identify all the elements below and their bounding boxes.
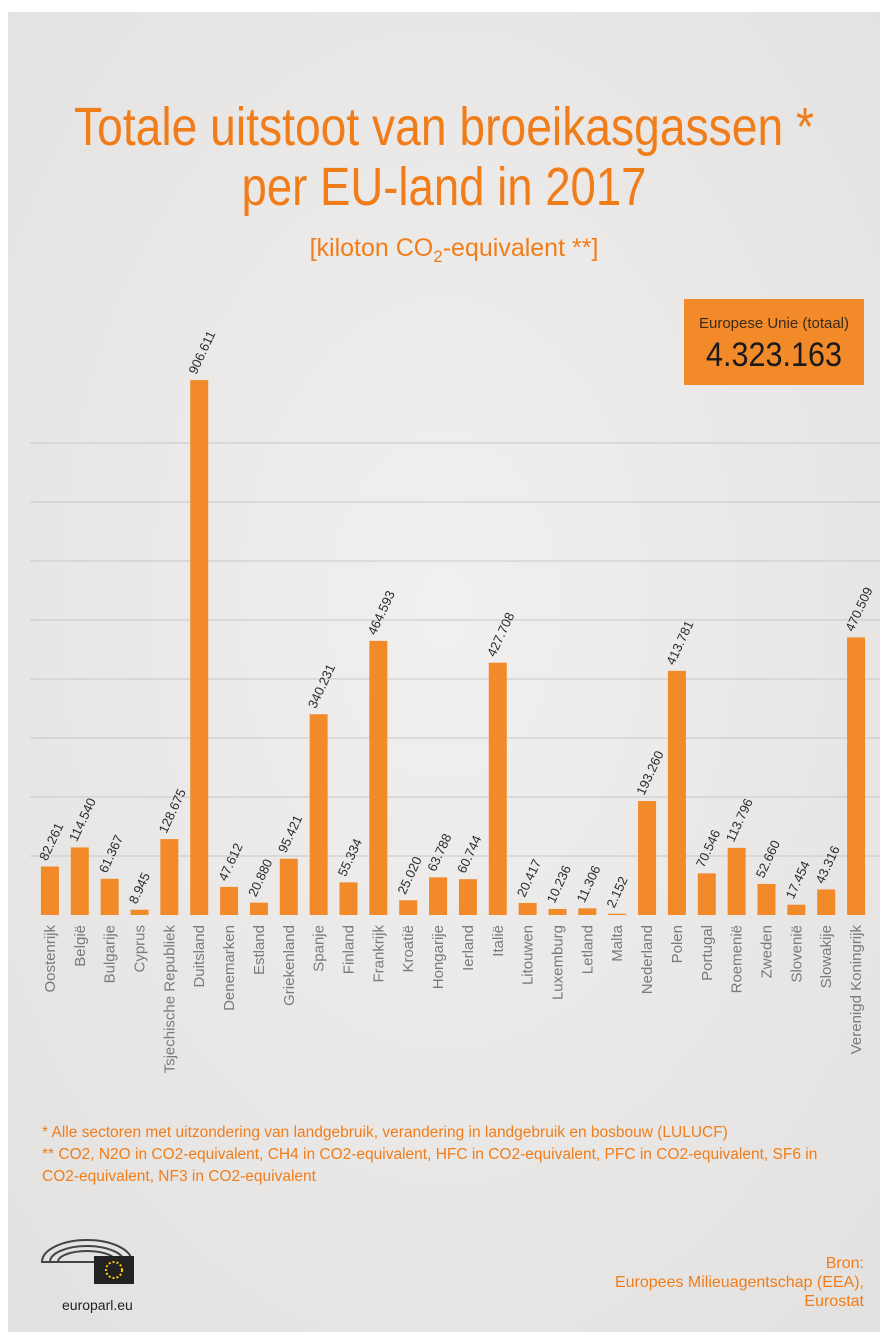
bar — [728, 848, 746, 915]
bar — [608, 914, 626, 915]
bar — [399, 900, 417, 915]
chart-title: Totale uitstoot van broeikasgassen * — [74, 97, 814, 157]
bar — [190, 380, 208, 915]
x-tick-label: Malta — [609, 924, 626, 961]
bar — [71, 847, 89, 915]
x-tick-label: Denemarken — [221, 925, 238, 1011]
x-tick-label: Spanje — [311, 925, 328, 972]
x-tick-label: Litouwen — [520, 925, 537, 985]
bar — [41, 866, 59, 915]
bar — [340, 882, 358, 915]
subtitle-subscript: 2 — [433, 247, 442, 266]
bar — [101, 879, 119, 915]
bar — [160, 839, 178, 915]
bar — [429, 877, 447, 915]
bar — [310, 714, 328, 915]
footnote: CO2-equivalent, NF3 in CO2-equivalent — [42, 1168, 317, 1185]
x-tick-label: Letland — [579, 925, 596, 974]
total-value: 4.323.163 — [706, 336, 842, 374]
x-tick-label: Tsjechische Republiek — [161, 925, 178, 1074]
x-tick-label: Frankrijk — [370, 925, 387, 983]
chart-subtitle: [kiloton CO2-equivalent **] — [310, 234, 599, 266]
bar — [250, 903, 268, 915]
footnote: ** CO2, N2O in CO2-equivalent, CH4 in CO… — [42, 1146, 817, 1163]
logo-text: europarl.eu — [62, 1297, 133, 1313]
bar — [758, 884, 776, 915]
total-label: Europese Unie (totaal) — [699, 315, 849, 332]
bar — [698, 873, 716, 915]
footnote: * Alle sectoren met uitzondering van lan… — [42, 1124, 728, 1141]
bar — [668, 671, 686, 915]
page: Totale uitstoot van broeikasgassen * per… — [0, 0, 887, 1338]
subtitle-part: [kiloton CO — [310, 234, 434, 262]
x-tick-label: Hongarije — [430, 925, 447, 989]
bar — [489, 663, 507, 915]
x-tick-label: Verenigd Koningrijk — [848, 925, 865, 1055]
x-tick-label: Luxemburg — [550, 925, 567, 1000]
x-tick-label: België — [72, 925, 89, 967]
x-tick-label: Duitsland — [191, 925, 208, 988]
bar — [787, 905, 805, 915]
x-tick-label: Zweden — [759, 925, 776, 978]
subtitle-part: -equivalent **] — [443, 234, 599, 262]
bar — [847, 637, 865, 915]
x-tick-label: Finland — [341, 925, 358, 974]
bar — [369, 641, 387, 915]
chart: Totale uitstoot van broeikasgassen * per… — [0, 0, 887, 1338]
x-tick-label: Kroatië — [400, 925, 417, 973]
bar — [549, 909, 567, 915]
bar — [817, 889, 835, 915]
x-tick-label: Slovenië — [788, 925, 805, 983]
source: Bron: — [826, 1255, 864, 1272]
x-tick-label: Bulgarije — [102, 925, 119, 983]
x-tick-label: Oostenrijk — [42, 925, 59, 993]
x-tick-label: Nederland — [639, 925, 656, 994]
bar — [638, 801, 656, 915]
x-tick-label: Portugal — [699, 925, 716, 981]
bar — [578, 908, 596, 915]
bar — [459, 879, 477, 915]
x-tick-label: Italië — [490, 925, 507, 957]
bar — [131, 910, 149, 915]
source: Eurostat — [804, 1293, 864, 1310]
bar — [519, 903, 537, 915]
x-tick-label: Cyprus — [132, 925, 149, 973]
bar — [280, 859, 298, 915]
bar — [220, 887, 238, 915]
x-tick-label: Roemenië — [729, 925, 746, 993]
x-tick-label: Griekenland — [281, 925, 298, 1006]
source: Europees Milieuagentschap (EEA), — [615, 1274, 864, 1291]
x-tick-label: Polen — [669, 925, 686, 963]
x-tick-label: Ierland — [460, 925, 477, 971]
x-tick-label: Estland — [251, 925, 268, 975]
x-tick-label: Slowakije — [818, 925, 835, 988]
chart-title: per EU-land in 2017 — [242, 157, 647, 217]
